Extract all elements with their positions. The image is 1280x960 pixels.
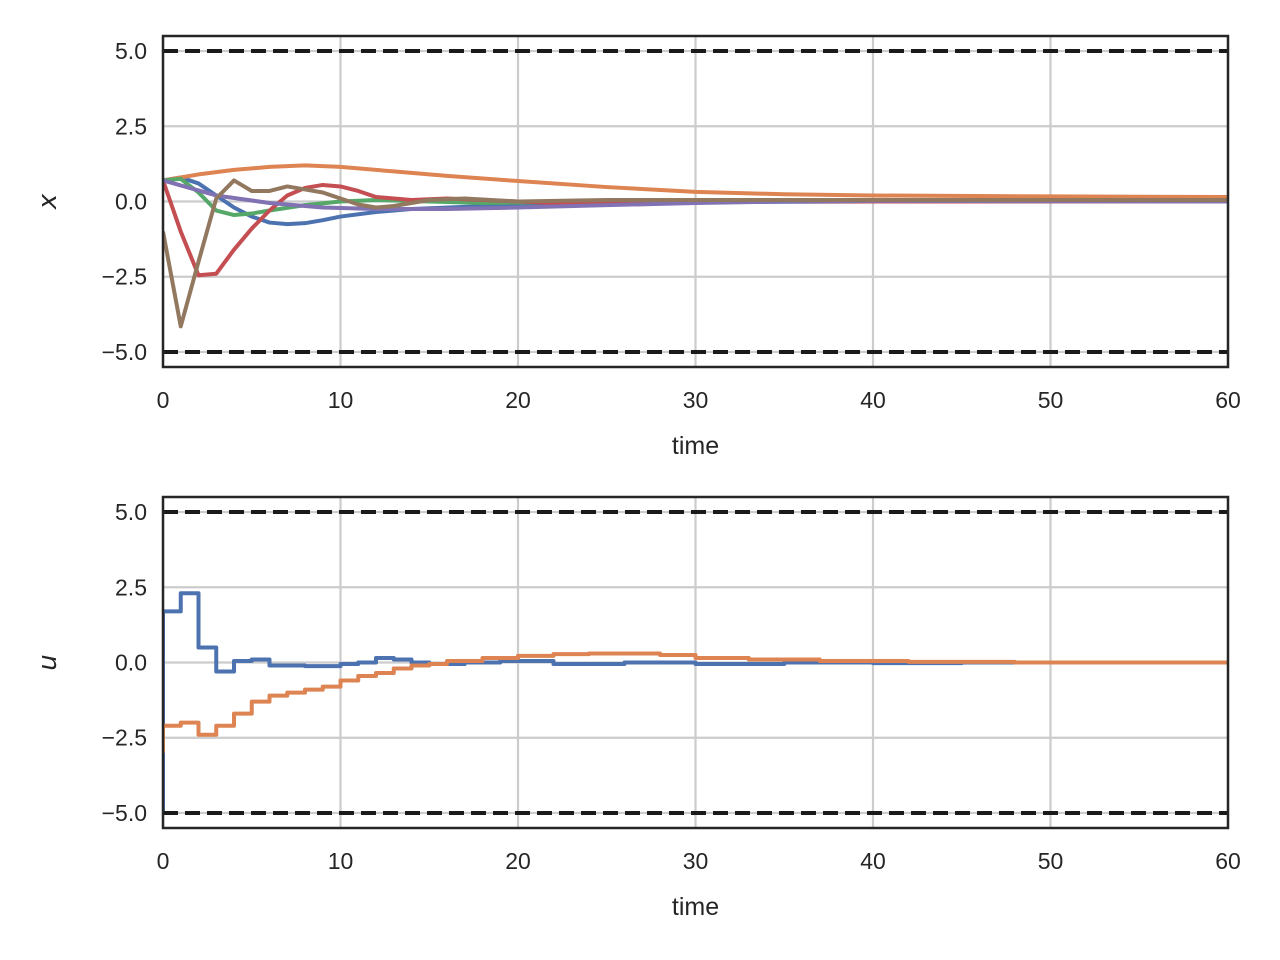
x-tick-label: 10 <box>328 848 354 874</box>
series-line-2 <box>163 163 1228 199</box>
x-tick-label: 30 <box>683 387 709 413</box>
series-line-1 <box>163 591 1228 813</box>
time-axis-label: time <box>672 893 719 921</box>
u-axis-label: u <box>33 654 63 670</box>
x-tick-label: 60 <box>1215 848 1241 874</box>
plot-area <box>163 49 1228 354</box>
y-tick-label: −5.0 <box>102 339 147 365</box>
control-u-subplot: 0 10 20 30 40 50 60 5.0 2.5 0.0 −2.5 −5.0 time u <box>33 495 1241 921</box>
y-tick-label: 0.0 <box>115 189 147 215</box>
x-tick-label: 10 <box>328 387 354 413</box>
x-tick-label: 0 <box>157 848 170 874</box>
x-tick-label: 50 <box>1038 848 1064 874</box>
axes-frame <box>161 495 1230 830</box>
x-tick-label: 30 <box>683 848 709 874</box>
axes-frame <box>161 34 1230 369</box>
y-tick-label: 5.0 <box>115 499 147 525</box>
state-x-subplot: 0 10 20 30 40 50 60 5.0 2.5 0.0 −2.5 −5.0 time x <box>33 34 1241 460</box>
x-tick-label: 50 <box>1038 387 1064 413</box>
y-tick-label: −2.5 <box>102 264 147 290</box>
plot-area <box>163 510 1228 815</box>
series-line-6 <box>163 178 1228 329</box>
x-tick-label: 0 <box>157 387 170 413</box>
y-tick-label: 0.0 <box>115 650 147 676</box>
time-axis-label: time <box>672 432 719 460</box>
x-tick-label: 60 <box>1215 387 1241 413</box>
x-axis-label: x <box>33 193 63 210</box>
y-tick-label: −5.0 <box>102 800 147 826</box>
x-tick-label: 20 <box>505 387 531 413</box>
y-tick-label: 2.5 <box>115 113 147 139</box>
x-tick-label: 40 <box>860 387 886 413</box>
x-tick-label: 40 <box>860 848 886 874</box>
y-tick-label: 5.0 <box>115 38 147 64</box>
series-line-2 <box>163 651 1228 753</box>
y-tick-label: −2.5 <box>102 725 147 751</box>
x-tick-label: 20 <box>505 848 531 874</box>
y-tick-label: 2.5 <box>115 574 147 600</box>
